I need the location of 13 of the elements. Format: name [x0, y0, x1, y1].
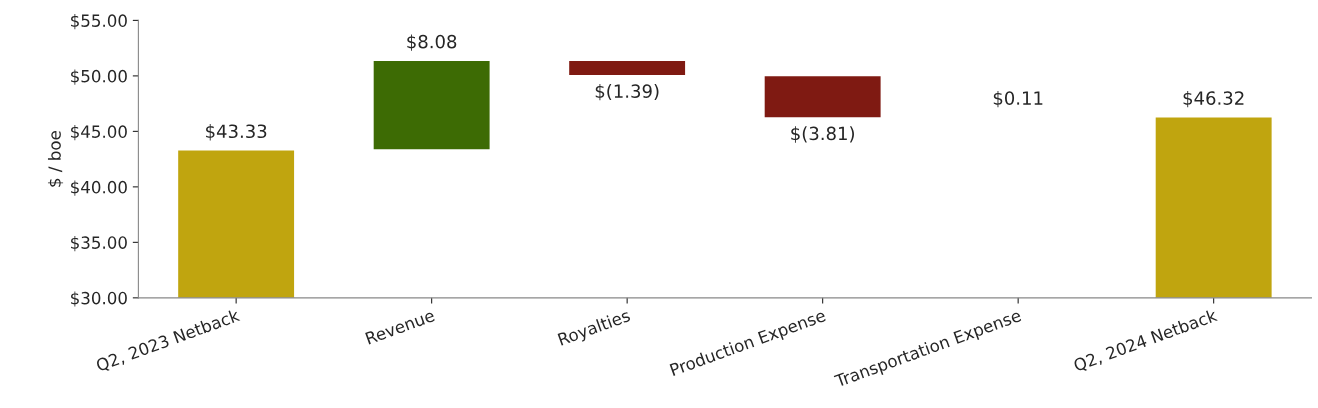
data-label: $0.11 — [993, 90, 1043, 108]
y-tick-label: $50.00 — [71, 69, 127, 85]
y-tick-label: $55.00 — [71, 14, 127, 30]
y-tick-label: $35.00 — [71, 236, 127, 252]
data-label: $8.08 — [407, 34, 457, 51]
data-label: $(1.39) — [595, 84, 659, 101]
y-tick-label: $30.00 — [71, 291, 127, 307]
y-tick-label: $40.00 — [71, 180, 127, 196]
y-axis-title: $ / boe — [47, 131, 64, 187]
data-label: $(3.81) — [791, 126, 854, 143]
y-tick-label: $45.00 — [71, 125, 127, 141]
data-label: $43.33 — [206, 124, 267, 141]
data-label: $46.32 — [1183, 90, 1244, 108]
